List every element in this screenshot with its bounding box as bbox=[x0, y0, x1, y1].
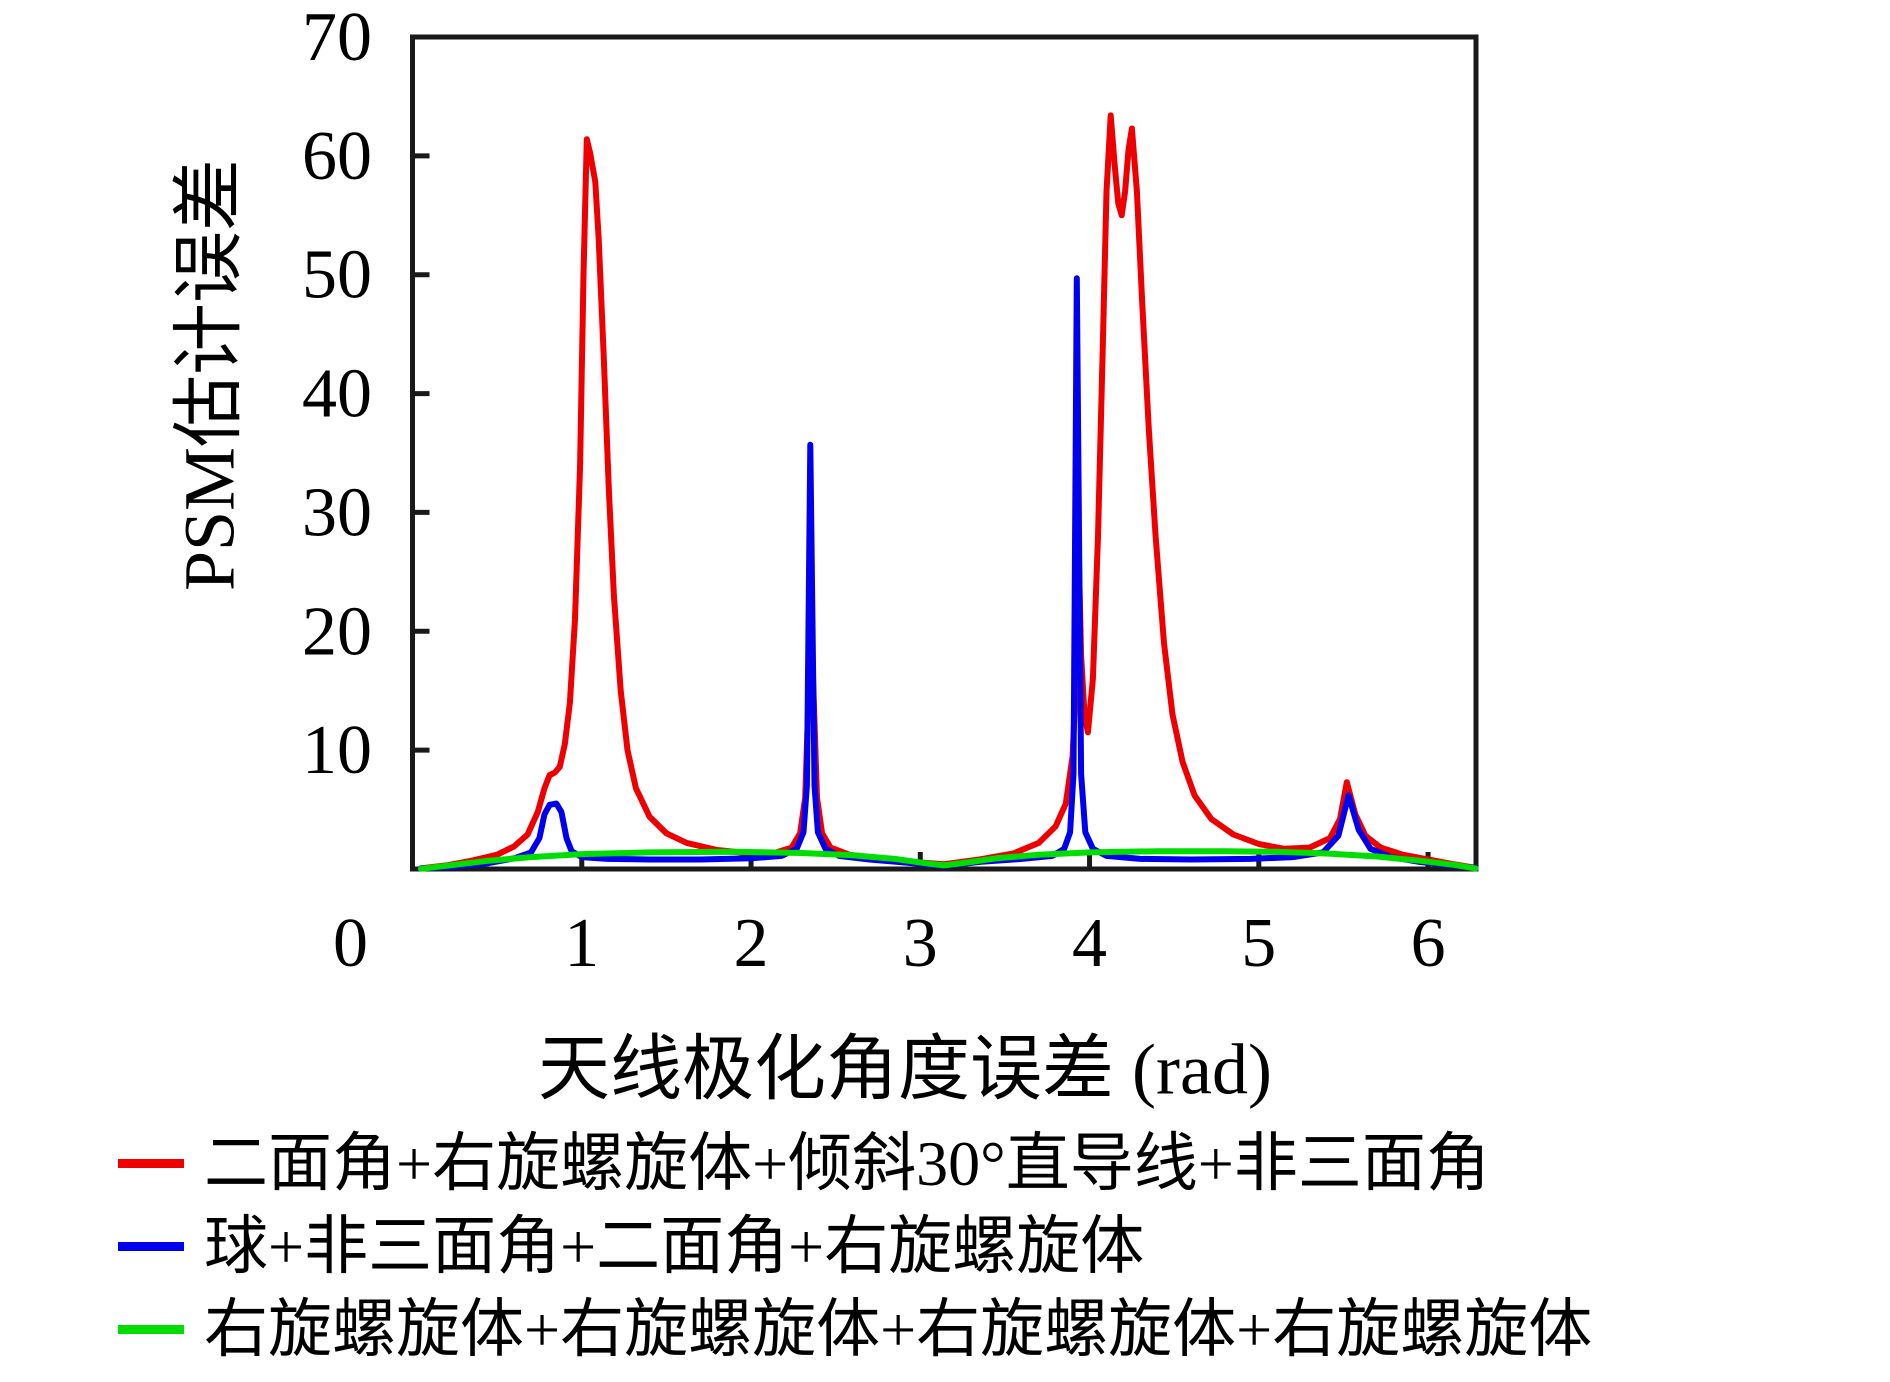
legend-line-swatch bbox=[118, 1159, 184, 1168]
legend-label: 球+非三面角+二面角+右旋螺旋体 bbox=[204, 1210, 1145, 1282]
legend-row: 右旋螺旋体+右旋螺旋体+右旋螺旋体+右旋螺旋体 bbox=[118, 1288, 1592, 1371]
x-tick-label: 6 bbox=[1411, 905, 1446, 982]
y-tick-label: 20 bbox=[302, 593, 372, 670]
legend-row: 二面角+右旋螺旋体+倾斜30°直导线+非三面角 bbox=[118, 1122, 1592, 1205]
series-line-0 bbox=[418, 112, 1479, 872]
series-line-2 bbox=[418, 848, 1479, 872]
x-tick-label: 5 bbox=[1241, 905, 1276, 982]
legend: 二面角+右旋螺旋体+倾斜30°直导线+非三面角 球+非三面角+二面角+右旋螺旋体右… bbox=[118, 1122, 1592, 1371]
y-axis-title: PSM估计误差 bbox=[169, 158, 250, 592]
legend-label: 右旋螺旋体+右旋螺旋体+右旋螺旋体+右旋螺旋体 bbox=[204, 1293, 1593, 1365]
x-axis-title: 天线极化角度误差 (rad) bbox=[538, 1029, 1272, 1110]
y-tick-label: 50 bbox=[302, 237, 372, 314]
legend-row: 球+非三面角+二面角+右旋螺旋体 bbox=[118, 1205, 1592, 1288]
y-tick-label: 60 bbox=[302, 118, 372, 195]
x-tick-label: 4 bbox=[1072, 905, 1107, 982]
axes-frame bbox=[410, 34, 1479, 872]
x-tick-label: 0 bbox=[333, 905, 368, 982]
x-tick-label: 3 bbox=[903, 905, 938, 982]
x-tick-label: 1 bbox=[564, 905, 599, 982]
legend-line-swatch bbox=[118, 1242, 184, 1251]
y-tick-label: 40 bbox=[302, 356, 372, 433]
y-tick-label: 70 bbox=[302, 0, 372, 76]
y-tick-label: 10 bbox=[302, 712, 372, 789]
legend-line-swatch bbox=[118, 1325, 184, 1334]
y-tick-label: 30 bbox=[302, 474, 372, 551]
x-tick-label: 2 bbox=[734, 905, 769, 982]
legend-label: 二面角+右旋螺旋体+倾斜30°直导线+非三面角 bbox=[204, 1127, 1490, 1199]
